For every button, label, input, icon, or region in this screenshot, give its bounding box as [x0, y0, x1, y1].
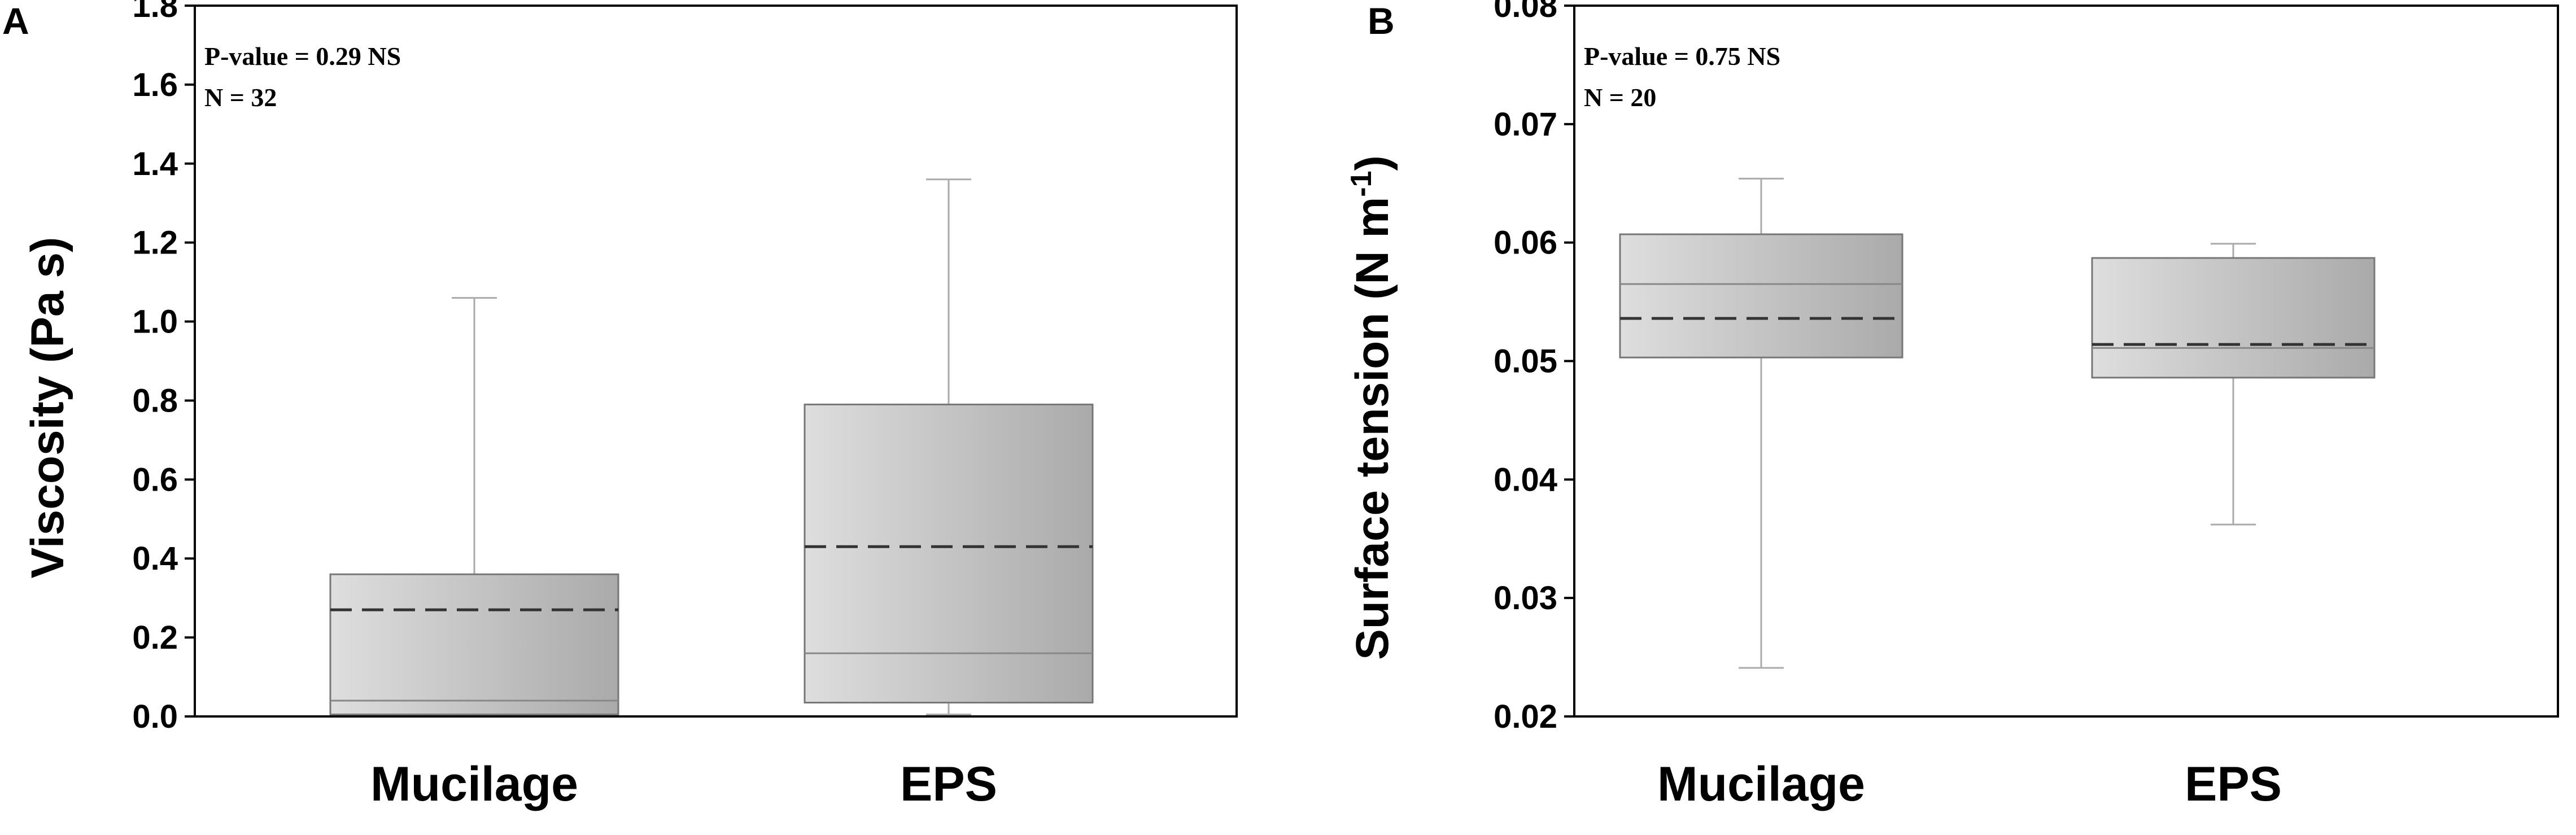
- y-tick-label-a: 1.4: [132, 146, 178, 182]
- box-mucilage-a: [329, 573, 619, 716]
- y-axis-title-a: Viscosity (Pa s): [22, 237, 73, 579]
- y-tick-label-a: 0.6: [132, 461, 178, 498]
- category-label-eps-b: EPS: [2185, 757, 2282, 811]
- p-value-annotation-b: P-value = 0.75 NS: [1584, 42, 1780, 71]
- y-axis-title-b-superscript: -1: [1345, 171, 1378, 196]
- box-eps-a: [804, 403, 1094, 704]
- category-label-mucilage-a: Mucilage: [370, 757, 578, 811]
- box-eps-b: [2091, 257, 2376, 379]
- plot-frame-a: [194, 5, 1238, 718]
- n-annotation-b: N = 20: [1584, 83, 1656, 112]
- y-tick-label-b: 0.04: [1494, 461, 1557, 498]
- y-tick-label-a: 1.2: [132, 225, 178, 261]
- y-tick-label-a: 1.6: [132, 67, 178, 103]
- y-tick-label-a: 0.0: [132, 698, 178, 735]
- plot-area-b: 0.02 0.03 0.04 0.05 0.06 0.07 0.08 Mucilage EPS: [1494, 0, 2559, 811]
- panel-label-b: B: [1368, 0, 1395, 42]
- y-tick-label-b: 0.07: [1494, 106, 1557, 143]
- box-mucilage-b: [1619, 233, 1903, 359]
- y-axis-title-b-main: Surface tension (N m: [1347, 197, 1398, 660]
- y-tick-label-b: 0.08: [1494, 0, 1557, 24]
- n-annotation-a: N = 32: [204, 83, 277, 112]
- p-value-annotation-a: P-value = 0.29 NS: [204, 42, 401, 71]
- y-tick-label-b: 0.06: [1494, 225, 1557, 261]
- panel-label-a: A: [2, 0, 29, 42]
- plot-area-a: 0.0 0.2 0.4 0.6 0.8 1.0 1.2 1.4 1.6 1.8 Mucilage EP…: [132, 0, 1238, 811]
- y-tick-label-a: 0.2: [132, 619, 178, 656]
- y-tick-label-a: 1.0: [132, 304, 178, 340]
- plot-frame-b: [1573, 5, 2559, 718]
- y-tick-label-a: 1.8: [132, 0, 178, 24]
- y-tick-label-b: 0.02: [1494, 698, 1557, 735]
- y-axis-title-b: Surface tension (N m-1): [1345, 155, 1398, 660]
- y-tick-label-b: 0.03: [1494, 580, 1557, 617]
- y-tick-label-a: 0.4: [132, 540, 178, 577]
- y-tick-label-a: 0.8: [132, 382, 178, 419]
- y-tick-label-b: 0.05: [1494, 343, 1557, 380]
- y-axis-title-b-close: ): [1347, 155, 1398, 171]
- category-label-eps-a: EPS: [900, 757, 997, 811]
- category-label-mucilage-b: Mucilage: [1657, 757, 1865, 811]
